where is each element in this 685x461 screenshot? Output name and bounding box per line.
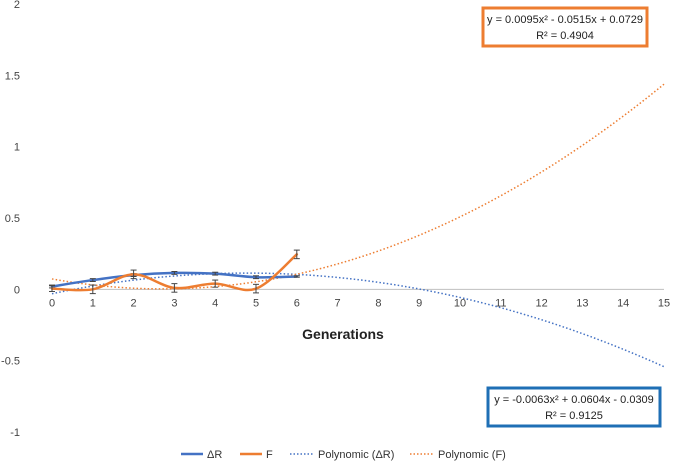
legend-label-poly-f: Polynomic (F): [438, 449, 506, 461]
trendline: [51, 83, 665, 290]
equation-box-f-border: [481, 6, 649, 48]
trendlines: [51, 83, 665, 368]
x-tick-label: 11: [495, 297, 506, 309]
equation-f: y = 0.0095x² - 0.0515x + 0.0729: [487, 14, 643, 26]
x-tick-label: 9: [416, 297, 422, 309]
trendline: [51, 272, 665, 368]
x-tick-label: 5: [253, 297, 259, 309]
legend: ΔR F Polynomic (ΔR) Polynomic (F): [181, 449, 506, 461]
series: [49, 249, 300, 295]
x-tick-label: 3: [171, 297, 177, 309]
x-tick-label: 13: [576, 297, 588, 309]
x-tick-label: 4: [212, 297, 218, 309]
x-tick-label: 2: [131, 297, 137, 309]
equation-box-dr: y = -0.0063x² + 0.0604x - 0.0309 R² = 0.…: [486, 386, 662, 428]
legend-label-poly-dr: Polynomic (ΔR): [318, 449, 394, 461]
x-tick-label: 1: [90, 297, 96, 309]
legend-label-f: F: [266, 449, 273, 461]
x-tick-label: 7: [335, 297, 341, 309]
x-tick-label: 14: [617, 297, 629, 309]
y-tick-label: -1: [10, 427, 20, 439]
axes: 0 1 2 3 4 5 6 7 8 9 10 11 12 13 14 15-1-0.500.511.52: [1, 0, 670, 439]
equation-dr: y = -0.0063x² + 0.0604x - 0.0309: [494, 394, 654, 406]
equation-box-f: y = 0.0095x² - 0.0515x + 0.0729 R² = 0.4…: [481, 6, 649, 48]
r2-dr: R² = 0.9125: [545, 410, 603, 422]
legend-label-dr: ΔR: [207, 449, 222, 461]
x-tick-label: 8: [375, 297, 381, 309]
x-tick-label: 12: [535, 297, 547, 309]
equation-box-dr-border: [486, 386, 662, 428]
x-tick-label: 6: [294, 297, 300, 309]
x-tick-label: 0: [49, 297, 55, 309]
y-tick-label: 2: [14, 0, 20, 11]
y-tick-label: 1.5: [5, 70, 20, 82]
y-tick-label: -0.5: [1, 356, 20, 368]
y-tick-label: 0: [14, 284, 20, 296]
x-axis-title: Generations: [302, 326, 384, 342]
y-tick-label: 0.5: [5, 213, 20, 225]
x-tick-label: 15: [658, 297, 670, 309]
y-tick-label: 1: [14, 142, 20, 154]
r2-f: R² = 0.4904: [536, 30, 594, 42]
x-tick-label: 10: [454, 297, 466, 309]
